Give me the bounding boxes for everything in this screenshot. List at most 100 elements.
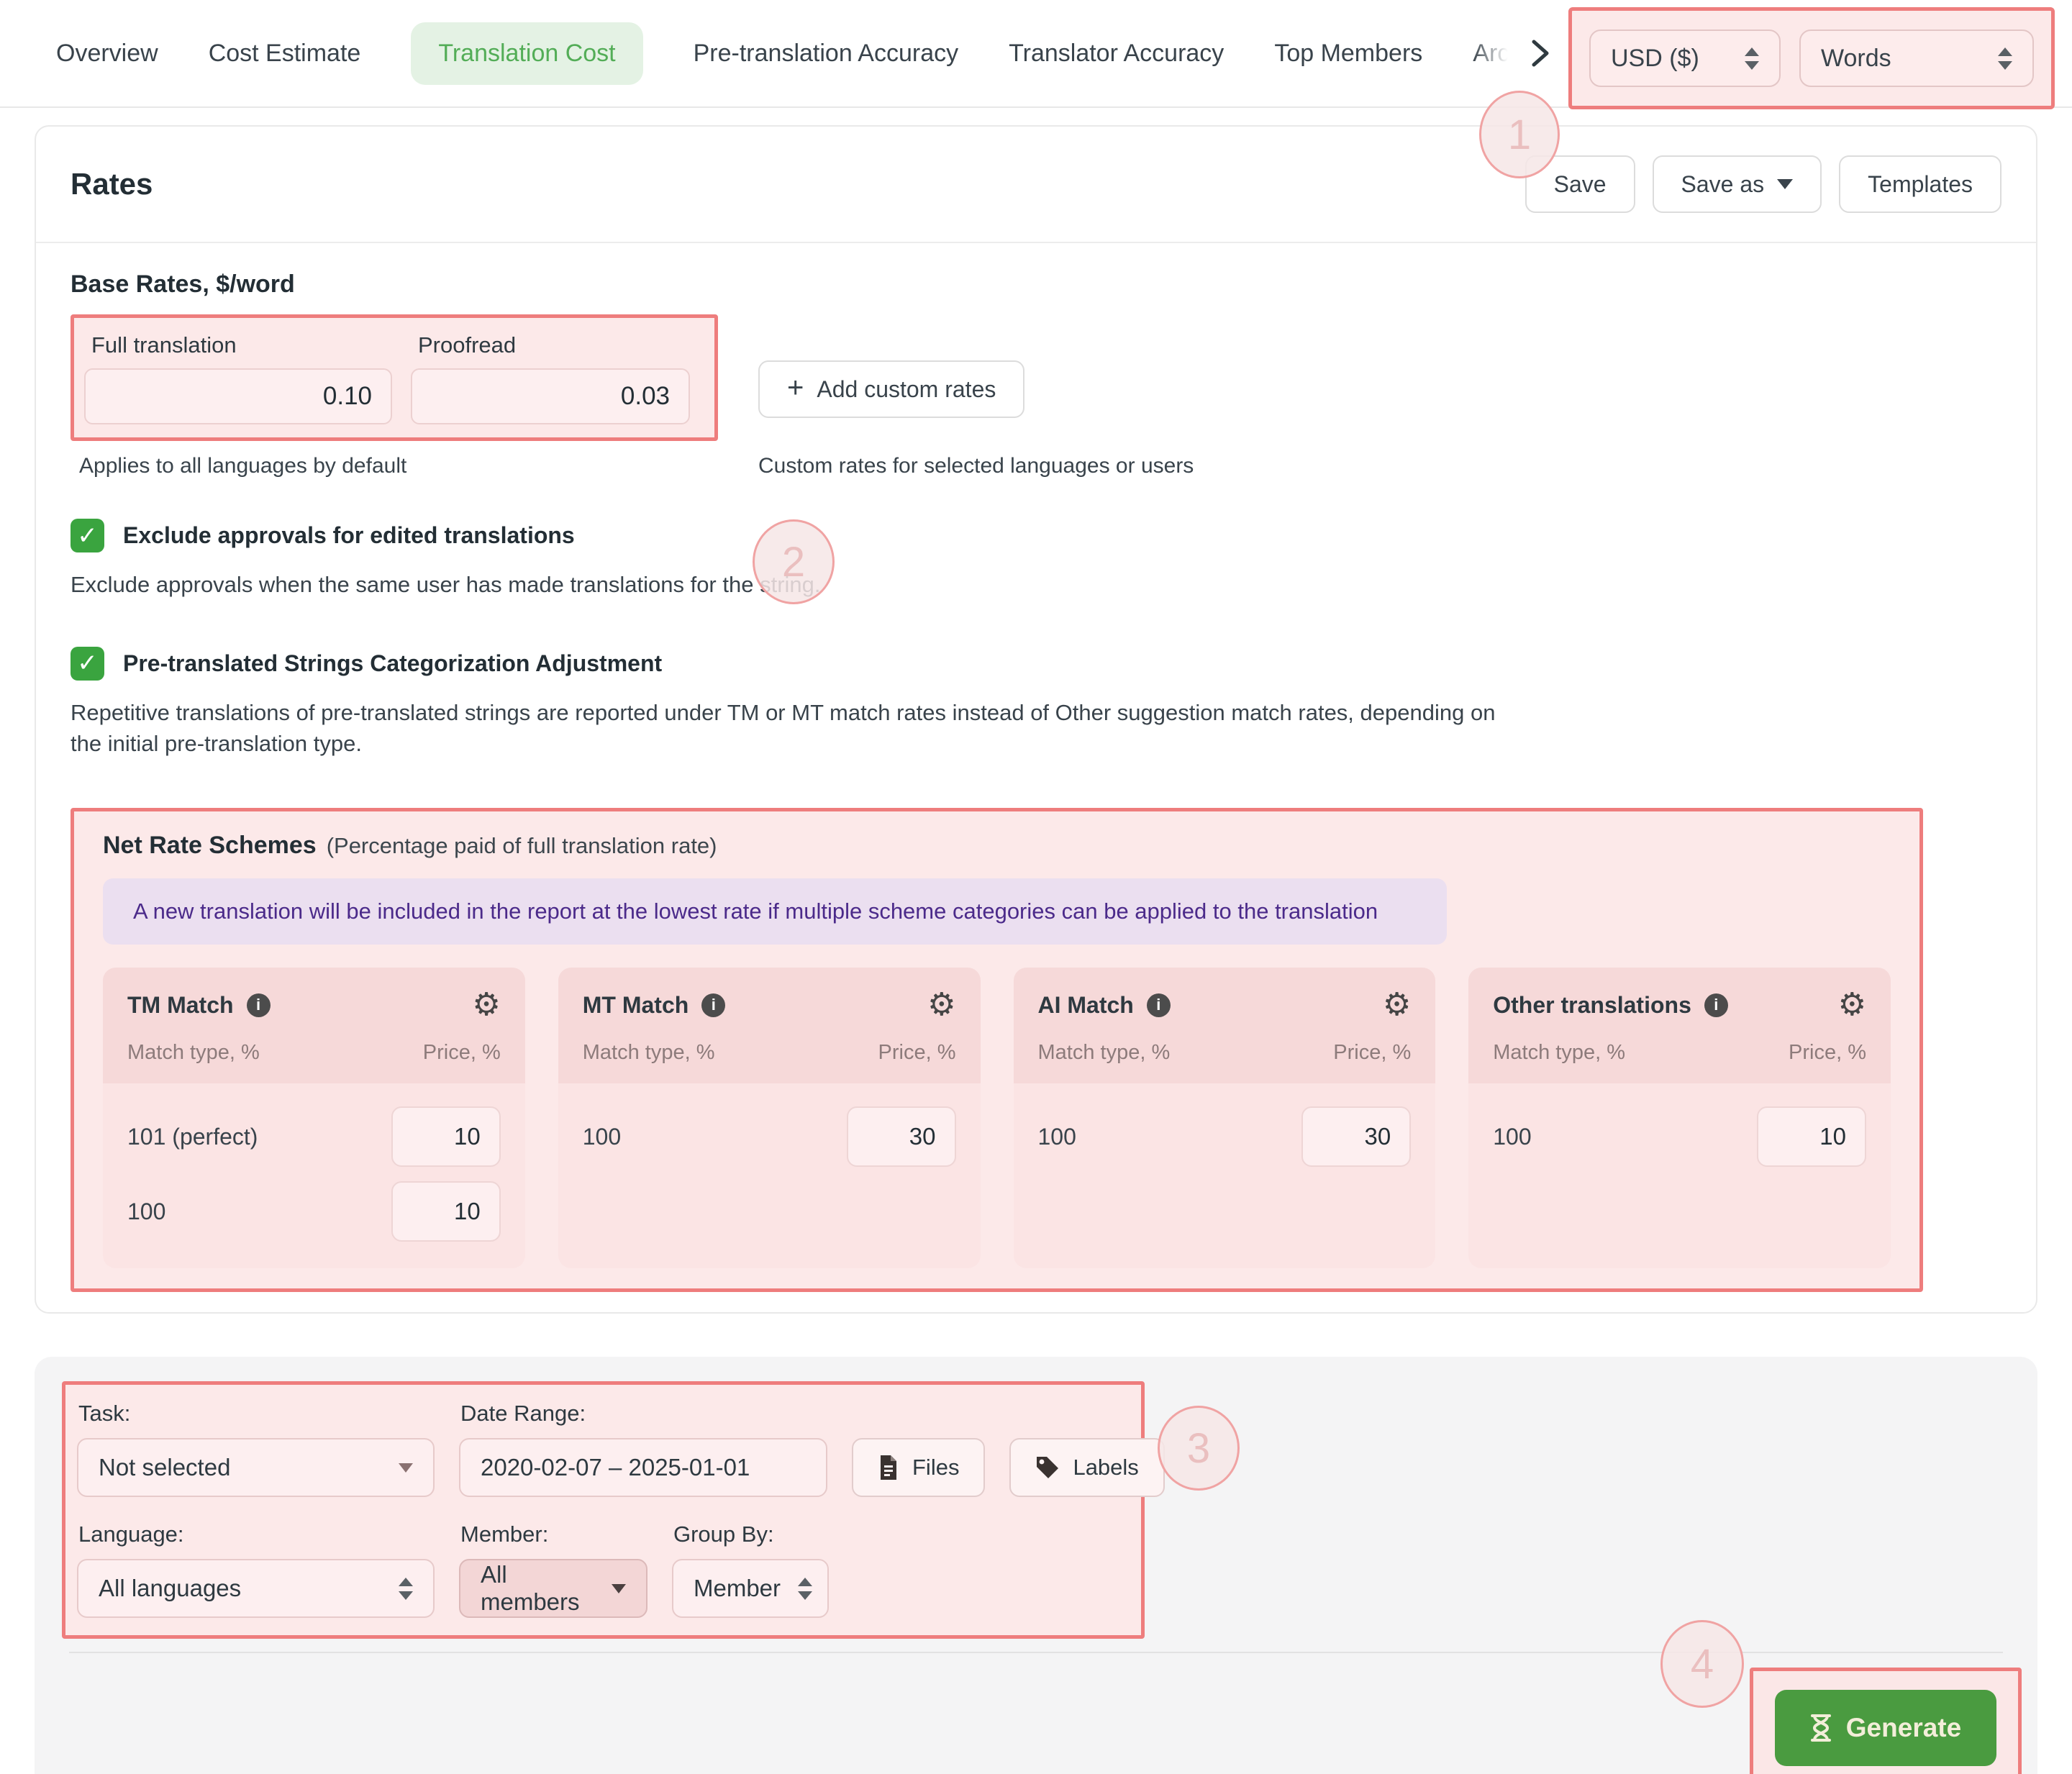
save-button[interactable]: Save [1525,155,1635,213]
member-label: Member: [460,1521,549,1547]
tab-pre-translation-accuracy[interactable]: Pre-translation Accuracy [693,39,959,67]
tab-translator-accuracy[interactable]: Translator Accuracy [1009,39,1224,67]
price-input[interactable] [1757,1106,1866,1168]
other-translations-title: Other translations [1493,991,1691,1018]
base-rates-captions: Applies to all languages by default Cust… [71,454,2001,478]
gear-icon[interactable]: ⚙ [1382,987,1412,1023]
pretranslated-adjustment-checkbox[interactable]: ✓ [71,646,104,681]
table-row: 100 [127,1181,501,1242]
tab-overflow-truncated[interactable]: Arc [1473,39,1510,67]
net-rate-schemes-subheading: (Percentage paid of full translation rat… [326,833,717,859]
date-range-filter: Date Range: 2020-02-07 – 2025-01-01 [459,1401,827,1498]
gear-icon[interactable]: ⚙ [1837,987,1866,1023]
generate-button[interactable]: Generate [1775,1690,1996,1767]
labels-button[interactable]: Labels [1009,1438,1165,1498]
date-range-input[interactable]: 2020-02-07 – 2025-01-01 [459,1438,827,1498]
add-custom-rates-button[interactable]: + Add custom rates [758,360,1025,418]
generate-highlight-box: Generate [1750,1668,2022,1774]
language-label: Language: [78,1521,184,1547]
group-by-value: Member [694,1575,781,1602]
filters-row-2: Language: All languages Member: All memb… [77,1521,1127,1619]
ai-match-card: AI Match i ⚙ Match type, % Price, % [1013,968,1436,1269]
rates-card: Rates Save Save as Templates Base Rates,… [35,125,2037,1314]
rates-card-header: Rates Save Save as Templates [36,127,2036,243]
full-translation-field: Full translation [84,332,392,424]
full-translation-label: Full translation [91,332,237,358]
ai-match-title: AI Match [1037,991,1134,1018]
unit-select[interactable]: Words [1799,29,2034,87]
exclude-approvals-description: Exclude approvals when the same user has… [71,572,821,597]
group-by-filter: Group By: Member [672,1521,829,1619]
task-select[interactable]: Not selected [77,1438,435,1498]
exclude-approvals-label: Exclude approvals for edited translation… [123,522,575,548]
tag-icon [1035,1455,1060,1480]
updown-arrows-icon [798,1577,813,1600]
price-col-label: Price, % [422,1041,501,1065]
hourglass-icon [1810,1714,1832,1742]
generate-row: Generate [69,1668,2022,1774]
tab-top-members[interactable]: Top Members [1274,39,1423,67]
member-select[interactable]: All members [459,1559,648,1619]
info-icon[interactable]: i [701,993,726,1017]
files-button[interactable]: Files [852,1438,986,1498]
proofread-label: Proofread [418,332,517,358]
language-select[interactable]: All languages [77,1559,435,1619]
lowest-rate-info-banner: A new translation will be included in th… [103,878,1447,945]
match-type-value: 100 [1037,1123,1076,1150]
other-translations-card: Other translations i ⚙ Match type, % Pri… [1468,968,1891,1269]
table-row: 100 [582,1106,956,1168]
group-by-label: Group By: [673,1521,774,1547]
chevron-right-icon[interactable] [1528,37,1553,69]
match-type-col-label: Match type, % [1037,1041,1171,1065]
price-input[interactable] [391,1106,501,1168]
info-icon[interactable]: i [1146,993,1171,1017]
match-type-col-label: Match type, % [127,1041,260,1065]
info-icon[interactable]: i [1704,993,1728,1017]
info-icon[interactable]: i [246,993,271,1017]
report-parameters-section: Task: Not selected Date Range: 2020-02-0… [35,1357,2037,1774]
table-row: 100 [1037,1106,1412,1168]
tab-overview[interactable]: Overview [56,39,158,67]
caret-down-icon [1777,179,1794,189]
net-rate-schemes-heading: Net Rate Schemes (Percentage paid of full… [103,832,717,860]
currency-select[interactable]: USD ($) [1589,29,1781,87]
filters-highlight-box: Task: Not selected Date Range: 2020-02-0… [62,1381,1165,1639]
base-rates-caption-left: Applies to all languages by default [79,454,407,478]
member-value: All members [481,1561,580,1616]
match-type-value: 101 (perfect) [127,1123,258,1150]
group-by-select[interactable]: Member [672,1559,829,1619]
match-type-value: 100 [1493,1123,1532,1150]
price-col-label: Price, % [878,1041,956,1065]
price-input[interactable] [1301,1106,1412,1168]
rates-title: Rates [71,167,153,201]
proofread-field: Proofread [411,332,690,424]
mt-match-card: MT Match i ⚙ Match type, % Price, % [558,968,981,1269]
rates-card-body: Base Rates, $/word Full translation Proo… [36,243,2036,1312]
mt-match-title: MT Match [582,991,689,1018]
base-rates-heading: Base Rates, $/word [71,270,295,298]
exclude-approvals-checkbox[interactable]: ✓ [71,519,104,552]
proofread-input[interactable] [411,368,690,424]
match-type-value: 100 [582,1123,622,1150]
save-as-button[interactable]: Save as [1652,155,1822,213]
base-rates-row: Full translation Proofread + Add custom … [71,314,2001,441]
match-type-value: 100 [127,1198,166,1224]
tab-translation-cost[interactable]: Translation Cost [411,22,643,85]
language-filter: Language: All languages [77,1521,435,1619]
net-rate-schemes-panel: Net Rate Schemes (Percentage paid of full… [71,808,1923,1293]
gear-icon[interactable]: ⚙ [927,987,956,1023]
gear-icon[interactable]: ⚙ [472,987,501,1023]
divider [69,1652,2003,1654]
date-range-value: 2020-02-07 – 2025-01-01 [481,1454,750,1481]
filters-row-1: Task: Not selected Date Range: 2020-02-0… [77,1401,1165,1498]
task-value: Not selected [99,1454,231,1481]
full-translation-input[interactable] [84,368,392,424]
tab-cost-estimate[interactable]: Cost Estimate [208,39,361,67]
match-type-col-label: Match type, % [582,1041,715,1065]
plus-icon: + [787,372,804,404]
unit-value: Words [1821,44,1891,72]
price-input[interactable] [846,1106,956,1168]
price-input[interactable] [391,1181,501,1242]
templates-button[interactable]: Templates [1839,155,2001,213]
